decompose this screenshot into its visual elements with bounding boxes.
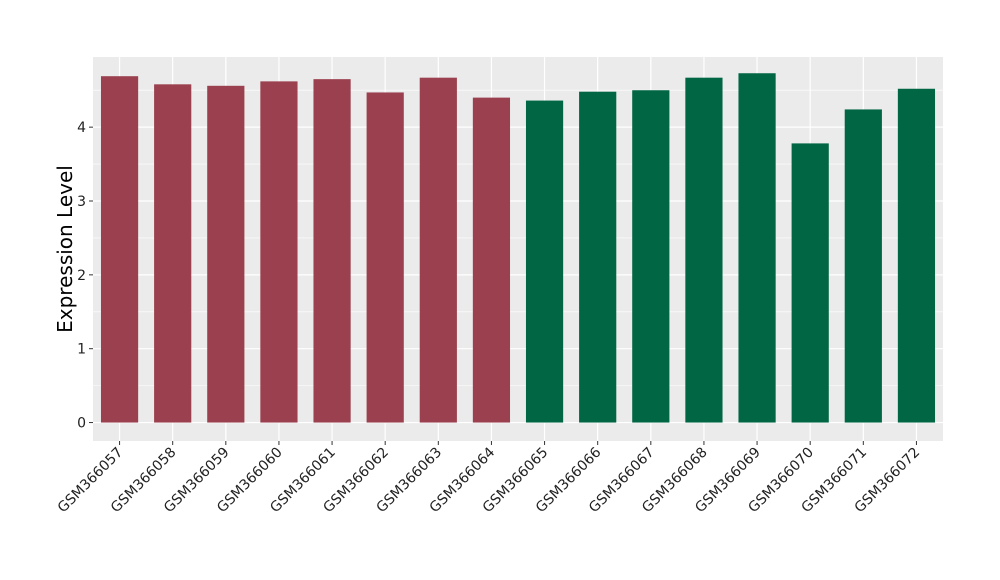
bar-GSM366057 [100,76,139,423]
x-axis: GSM366057GSM366058GSM366059GSM366060GSM3… [55,441,923,516]
bar-GSM366071 [844,109,882,423]
bar-GSM366062 [366,92,404,423]
bar-GSM366061 [313,79,351,423]
y-tick-label: 1 [77,342,86,358]
bar-GSM366060 [260,81,298,423]
y-tick-label: 3 [77,194,86,210]
bar-GSM366072 [897,88,936,423]
bar-GSM366069 [738,73,776,423]
bar-GSM366070 [791,143,829,423]
y-tick-label: 0 [77,416,86,432]
bar-GSM366059 [207,85,245,423]
bar-GSM366063 [419,77,457,423]
y-axis-label: Expression Level [53,165,77,333]
bar-GSM366065 [525,100,564,423]
bar-GSM366067 [632,90,670,423]
bar-GSM366058 [154,84,192,423]
bars [100,73,936,423]
bar-GSM366064 [472,97,511,423]
y-tick-label: 2 [77,268,86,284]
bar-GSM366068 [685,77,723,423]
bar-GSM366066 [579,91,617,423]
y-tick-label: 4 [77,120,86,136]
y-axis: 0 1 2 3 4 [77,120,93,432]
